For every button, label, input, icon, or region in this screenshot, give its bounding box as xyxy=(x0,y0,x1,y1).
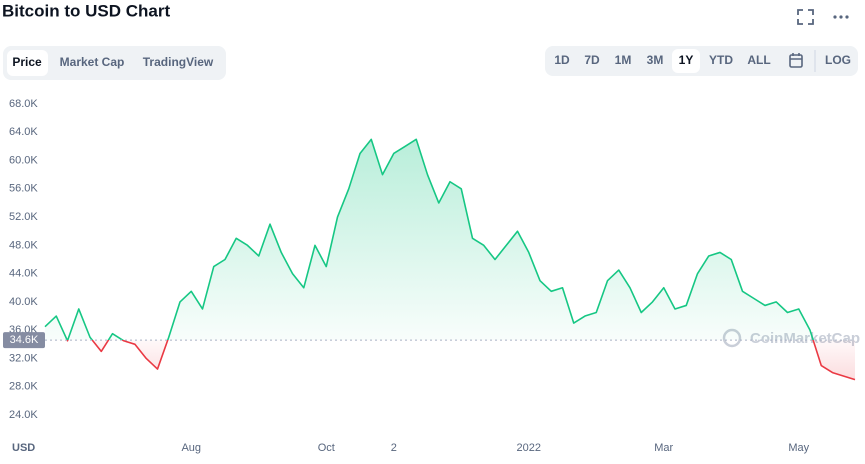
currency-label: USD xyxy=(12,442,35,454)
tab-selected xyxy=(7,50,48,76)
y-tick-label: 28.0K xyxy=(9,381,38,393)
range-button[interactable]: 1M xyxy=(615,53,632,67)
range-bar xyxy=(545,46,858,76)
y-tick-label: 68.0K xyxy=(9,98,38,110)
fullscreen-icon[interactable] xyxy=(797,9,814,25)
y-tick-label: 64.0K xyxy=(9,126,38,138)
range-button[interactable]: 3M xyxy=(647,53,664,67)
y-tick-label: 32.0K xyxy=(9,352,38,364)
baseline-tag xyxy=(3,332,45,349)
y-tick-label: 40.0K xyxy=(9,296,38,308)
more-icon[interactable] xyxy=(833,15,849,19)
y-tick-label: 48.0K xyxy=(9,239,38,251)
range-button[interactable]: YTD xyxy=(709,53,733,67)
x-tick-label: Oct xyxy=(318,442,335,454)
range-button[interactable]: 7D xyxy=(584,53,600,67)
range-button[interactable]: 1D xyxy=(554,53,570,67)
y-tick-label: 44.0K xyxy=(9,268,38,280)
x-tick-label: May xyxy=(788,442,809,454)
x-tick-label: Aug xyxy=(181,442,201,454)
x-tick-label: 2 xyxy=(391,442,397,454)
range-button[interactable]: 1Y xyxy=(679,53,694,67)
y-tick-label: 24.0K xyxy=(9,409,38,421)
title: Bitcoin to USD Chart xyxy=(2,1,170,20)
y-tick-label: 60.0K xyxy=(9,154,38,166)
log-button[interactable]: LOG xyxy=(825,53,851,67)
tab-bar xyxy=(3,46,226,80)
range-button[interactable]: ALL xyxy=(747,53,770,67)
tab[interactable]: Market Cap xyxy=(60,55,125,69)
tab[interactable]: Price xyxy=(12,55,42,69)
x-tick-label: 2022 xyxy=(517,442,541,454)
y-tick-label: 52.0K xyxy=(9,211,38,223)
price-line xyxy=(44,138,856,381)
range-selected xyxy=(672,49,700,73)
calendar-icon[interactable] xyxy=(789,53,803,68)
y-tick-label: 56.0K xyxy=(9,183,38,195)
tab[interactable]: TradingView xyxy=(143,55,214,69)
baseline-label: 34.6K xyxy=(10,334,39,346)
area-fill xyxy=(45,139,855,380)
x-tick-label: Mar xyxy=(654,442,673,454)
